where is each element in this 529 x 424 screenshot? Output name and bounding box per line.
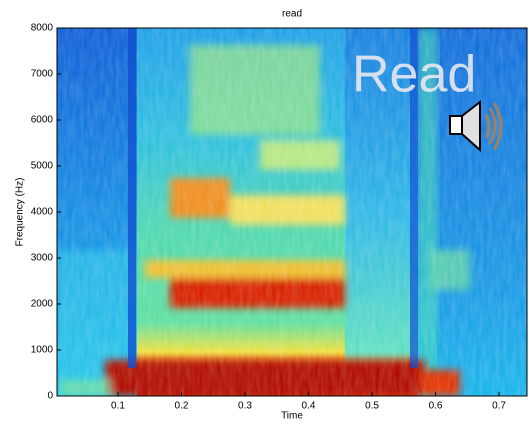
y-axis-label: Frequency (Hz) bbox=[15, 178, 26, 247]
x-tick-label: 0.2 bbox=[175, 401, 189, 412]
x-axis-label: Time bbox=[281, 411, 303, 422]
y-tick-label: 0 bbox=[47, 391, 53, 402]
x-tick-label: 0.1 bbox=[111, 401, 125, 412]
y-tick-label: 1000 bbox=[31, 345, 54, 356]
y-tick-label: 5000 bbox=[31, 161, 54, 172]
y-tick-label: 2000 bbox=[31, 299, 54, 310]
y-tick-label: 4000 bbox=[31, 207, 54, 218]
chart: read Time Frequency (Hz) Read 0.1 0.2 0.3 0… bbox=[0, 0, 529, 424]
x-tick-label: 0.7 bbox=[492, 401, 506, 412]
x-tick-label: 0.4 bbox=[302, 401, 316, 412]
x-tick-label: 0.3 bbox=[238, 401, 252, 412]
y-tick-label: 7000 bbox=[31, 69, 54, 80]
overlay-text: Read bbox=[352, 46, 476, 104]
y-tick-label: 8000 bbox=[31, 23, 54, 34]
x-tick-label: 0.5 bbox=[365, 401, 379, 412]
y-tick-label: 3000 bbox=[31, 253, 54, 264]
chart-title: read bbox=[282, 9, 302, 20]
y-tick-label: 6000 bbox=[31, 115, 54, 126]
x-tick-label: 0.6 bbox=[429, 401, 443, 412]
